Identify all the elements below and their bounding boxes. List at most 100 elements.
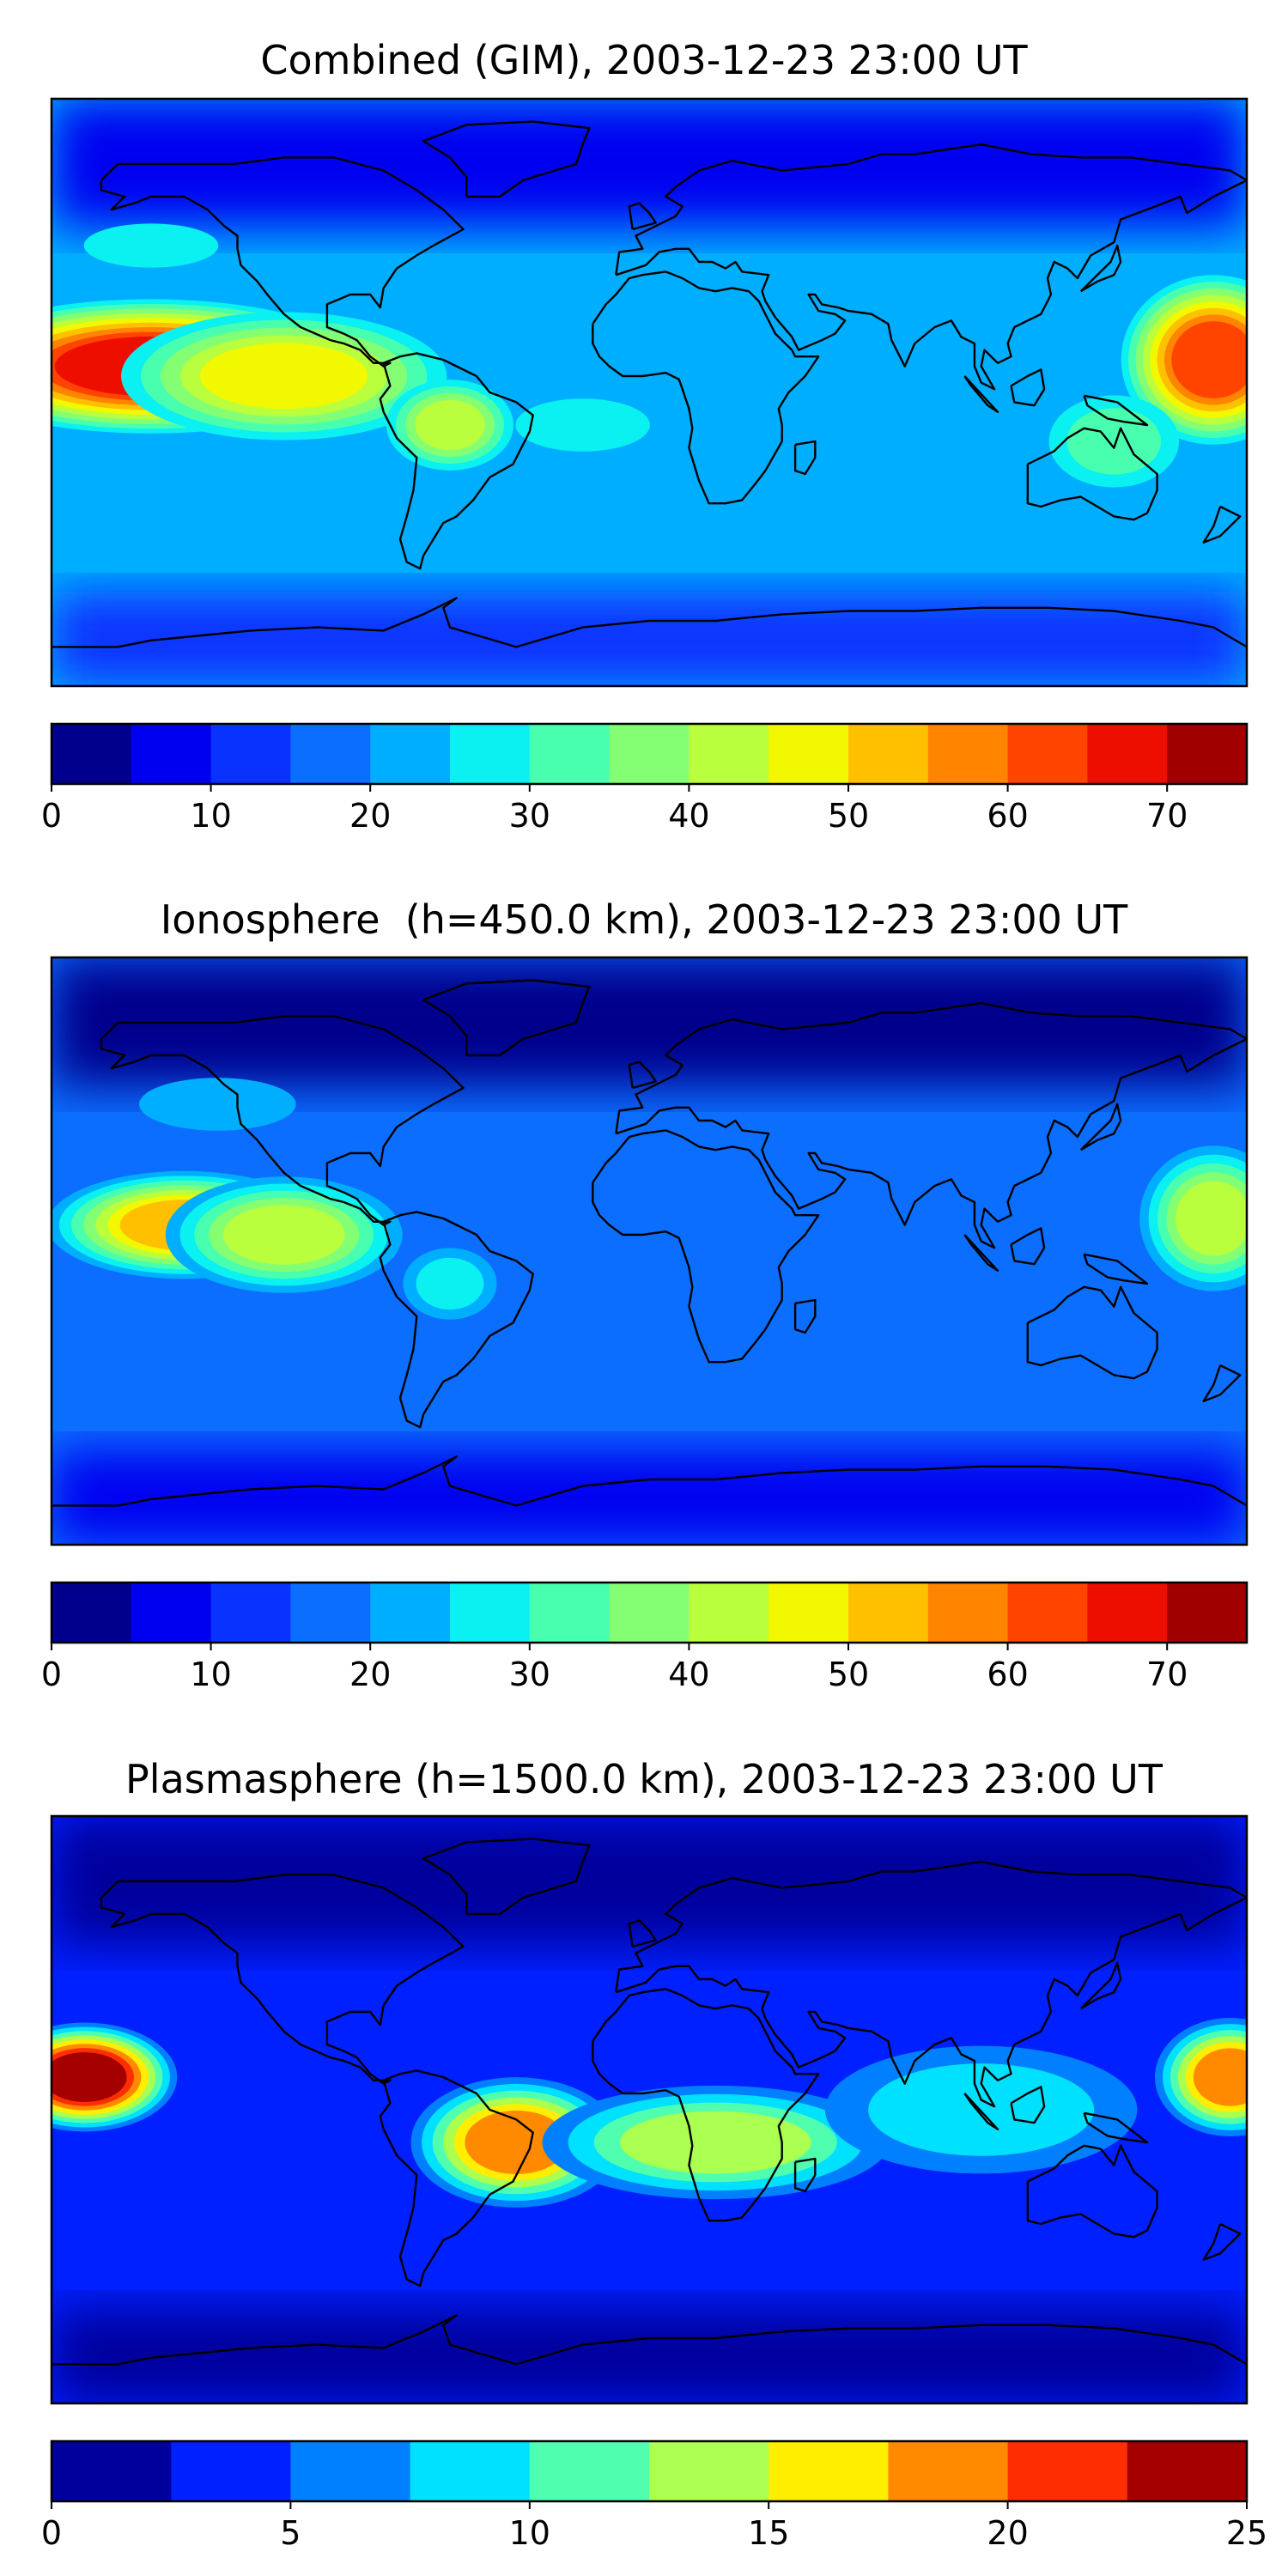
coastline-8: [52, 2314, 1247, 2366]
panel-2: 0 10 20 30 40 50 60 70: [41, 956, 1249, 1693]
colorbar-segment-1: [171, 2441, 291, 2501]
panel-3: 0 5 10 15 20 25: [41, 1814, 1267, 2552]
polar-zone-south: [52, 592, 1247, 686]
contour-1-9: [200, 343, 368, 410]
coastline-7: [1026, 1285, 1158, 1380]
colorbar-segment-2: [210, 724, 291, 784]
coastline-3: [592, 270, 820, 505]
polar-zone-north: [52, 957, 1247, 1086]
colorbar-segment-8: [1007, 2441, 1128, 2501]
map-field: [52, 99, 1247, 686]
colorbar-segment-1: [131, 1583, 212, 1643]
coastline-5: [615, 1002, 1247, 1249]
colorbar-segment-9: [769, 1583, 849, 1643]
coastline-4: [793, 440, 817, 476]
colorbar-3: 0 5 10 15 20 25: [41, 2439, 1267, 2552]
panel-1-title: Combined (GIM), 2003-12-23 23:00 UT: [260, 37, 1028, 83]
colorbar-segment-5: [450, 1583, 531, 1643]
coastline-8: [52, 597, 1247, 648]
colorbar-segment-10: [848, 1583, 929, 1643]
coastline-6: [628, 1060, 657, 1090]
colorbar-tick-label-3: 15: [748, 2514, 789, 2552]
coastline-2: [379, 352, 534, 570]
colorbar-tick-label-6: 60: [987, 1656, 1028, 1693]
contour-1-7: [465, 2110, 568, 2175]
contour-6-5: [515, 398, 650, 452]
colorbar-segment-2: [210, 1583, 291, 1643]
coastline-10: [1083, 394, 1149, 427]
colorbar-tick-label-2: 10: [509, 2514, 550, 2552]
coastline-9: [1010, 368, 1046, 407]
colorbar-tick-label-4: 20: [987, 2514, 1028, 2552]
contour-5-5: [83, 223, 219, 268]
colorbar-segment-3: [290, 1583, 371, 1643]
colorbar-segment-14: [1167, 1583, 1248, 1643]
coastline-7: [1026, 427, 1158, 521]
coastline-10: [1083, 2111, 1149, 2144]
contour-1-8: [222, 1205, 345, 1265]
coastlines: [52, 1838, 1247, 2366]
colorbar-tick-label-6: 60: [987, 797, 1028, 835]
coastline-4: [793, 2157, 817, 2193]
coastline-3: [592, 1129, 820, 1364]
contour-0-9: [52, 2052, 127, 2102]
colorbar-tick-label-2: 20: [349, 1656, 391, 1693]
colorbar-segment-5: [649, 2441, 769, 2501]
coastline-2: [379, 2069, 534, 2287]
coastline-8: [52, 1455, 1247, 1507]
colorbar-segment-0: [52, 1583, 132, 1643]
colorbar-tick-label-1: 5: [280, 2514, 301, 2552]
colorbar-segment-5: [450, 724, 531, 784]
coastline-2: [379, 1211, 534, 1429]
coastline-6: [628, 202, 657, 231]
coastline-12: [1079, 244, 1122, 293]
coastline-11: [963, 1234, 999, 1272]
polar-zone-south: [52, 1450, 1247, 1545]
contour-2-7: [1193, 2048, 1247, 2106]
colorbar-tick-label-5: 50: [828, 797, 869, 835]
coastline-9: [1010, 1227, 1046, 1266]
coastline-11: [963, 375, 999, 413]
colorbar-segment-4: [370, 1583, 451, 1643]
contour-3-12: [1171, 321, 1247, 398]
colorbar-tick-label-4: 40: [668, 797, 709, 835]
coastline-7: [1026, 2144, 1158, 2239]
colorbar-segment-13: [1087, 724, 1168, 784]
colorbar-tick-label-1: 10: [190, 797, 231, 835]
colorbar-segment-8: [689, 1583, 769, 1643]
colorbar-tick-label-0: 0: [41, 2514, 62, 2552]
polar-zone-north: [52, 99, 1247, 228]
colorbar-tick-label-7: 70: [1146, 1656, 1188, 1693]
coastline-12: [1079, 1103, 1122, 1151]
colorbar-segment-12: [1007, 1583, 1088, 1643]
coastlines: [52, 979, 1247, 1507]
colorbar-segment-4: [370, 724, 451, 784]
colorbar-segment-9: [769, 724, 849, 784]
coastlines: [52, 120, 1247, 648]
colorbar-segment-8: [689, 724, 769, 784]
colorbar-segment-2: [290, 2441, 411, 2501]
colorbar-tick-label-7: 70: [1146, 797, 1188, 835]
panel-3-title: Plasmasphere (h=1500.0 km), 2003-12-23 2…: [125, 1756, 1163, 1802]
colorbar-segment-0: [52, 2441, 172, 2501]
panel-2-title: Ionosphere (h=450.0 km), 2003-12-23 23:0…: [160, 896, 1128, 943]
colorbar-frame: [50, 2439, 1249, 2503]
coastline-0: [100, 1015, 465, 1226]
colorbar-segment-7: [609, 724, 690, 784]
coastline-1: [422, 120, 591, 198]
contour-2-8: [415, 399, 485, 451]
map-frame: [50, 956, 1249, 1546]
colorbar-segment-12: [1007, 724, 1088, 784]
contour-3-5: [416, 1257, 484, 1310]
coastline-13: [1202, 2222, 1242, 2261]
map-frame: [50, 97, 1249, 688]
coastline-6: [628, 1919, 657, 1948]
colorbar-segment-3: [290, 724, 371, 784]
colorbar-segment-11: [927, 1583, 1009, 1643]
coastline-12: [1079, 1961, 1122, 2010]
contour-4-3: [868, 2063, 1095, 2156]
map-field: [52, 957, 1247, 1545]
colorbar-tick-label-1: 10: [190, 1656, 231, 1693]
colorbar-tick-label-4: 40: [668, 1656, 709, 1693]
colorbar-2: 0 10 20 30 40 50 60 70: [41, 1581, 1249, 1693]
